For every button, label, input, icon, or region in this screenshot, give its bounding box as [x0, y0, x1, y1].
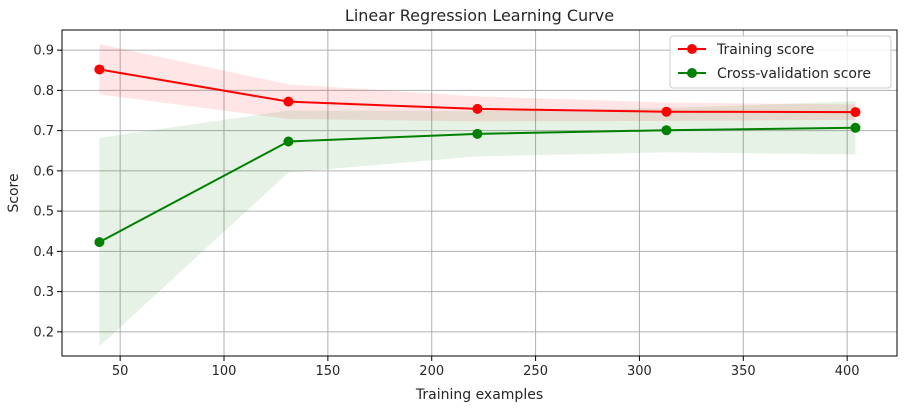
- y-tick-label: 0.5: [33, 205, 54, 220]
- series-1-point: [850, 107, 861, 118]
- y-tick-label: 0.9: [33, 44, 54, 59]
- legend: Training score Cross-validation score: [669, 35, 892, 89]
- y-tick-label: 0.8: [33, 84, 54, 99]
- series-2-point: [283, 136, 294, 147]
- series-2-point: [472, 128, 483, 139]
- y-tick-label: 0.2: [33, 325, 54, 340]
- series-2-point: [94, 237, 105, 248]
- y-axis-label: Score: [6, 173, 22, 212]
- series-1-point: [472, 103, 483, 114]
- legend-label: Training score: [716, 42, 814, 58]
- x-axis-ticks: 50 100 150 200 250 300 350 400: [112, 356, 860, 379]
- legend-label: Cross-validation score: [717, 66, 871, 82]
- y-tick-label: 0.4: [33, 245, 54, 260]
- series-1-point: [94, 64, 105, 75]
- x-tick-label: 350: [731, 364, 756, 379]
- legend-swatch-marker: [687, 44, 697, 54]
- x-axis-label: Training examples: [415, 387, 543, 403]
- plot-frame: [61, 29, 898, 357]
- y-tick-label: 0.7: [33, 124, 54, 139]
- y-tick-label: 0.3: [33, 285, 54, 300]
- legend-box: [669, 35, 892, 89]
- x-tick-label: 100: [212, 364, 237, 379]
- x-tick-label: 400: [835, 364, 860, 379]
- series-2-band: [99, 101, 856, 347]
- legend-swatch-marker: [687, 68, 697, 78]
- series-2-point: [661, 125, 672, 136]
- series-1-point: [661, 106, 672, 117]
- series-2-point: [850, 122, 861, 133]
- x-tick-label: 50: [112, 364, 129, 379]
- x-tick-label: 200: [419, 364, 444, 379]
- x-tick-label: 300: [627, 364, 652, 379]
- x-tick-label: 250: [523, 364, 548, 379]
- chart-title: Linear Regression Learning Curve: [345, 6, 614, 25]
- series-1-point: [283, 96, 294, 107]
- y-tick-label: 0.6: [33, 164, 54, 179]
- series-points: [94, 64, 861, 248]
- x-tick-label: 150: [315, 364, 340, 379]
- y-axis-ticks: 0.2 0.3 0.4 0.5 0.6 0.7 0.8 0.9: [33, 44, 62, 340]
